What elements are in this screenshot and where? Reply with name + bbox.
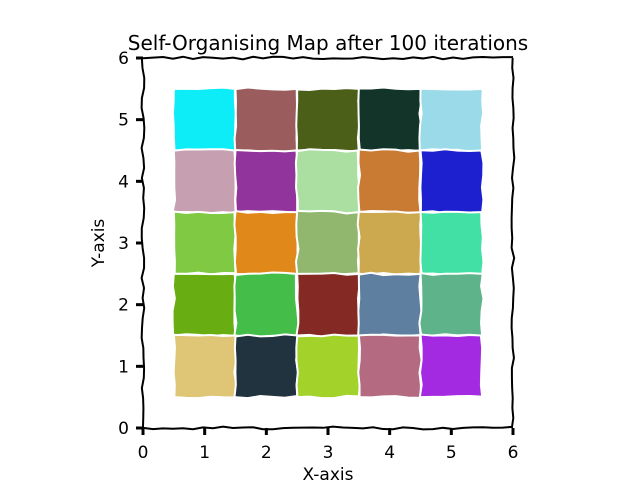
chart-title: Self-Organising Map after 100 iterations (128, 31, 528, 55)
x-tick-label: 3 (323, 443, 334, 463)
som-cell (233, 148, 299, 214)
som-cell (418, 271, 485, 338)
som-cell (357, 86, 423, 153)
y-tick-label: 3 (118, 234, 129, 254)
x-tick-label: 5 (446, 443, 457, 463)
y-tick-label: 2 (118, 296, 129, 316)
som-cell (294, 148, 361, 215)
y-ticks: 0 1 2 3 4 5 6 (118, 49, 143, 439)
som-cell (294, 209, 360, 276)
plot-frame (140, 55, 516, 431)
y-axis: 0 1 2 3 4 5 6 Y-axis (89, 49, 143, 439)
som-cell (295, 272, 361, 338)
x-axis: 0 1 2 3 4 5 6 X-axis (138, 428, 519, 480)
x-tick-label: 2 (261, 443, 272, 463)
x-tick-label: 6 (508, 443, 519, 463)
x-tick-label: 4 (384, 443, 395, 463)
som-cell (233, 86, 299, 153)
cells-layer (171, 86, 485, 400)
som-cell (356, 210, 423, 276)
som-cell (357, 333, 423, 399)
som-cell (418, 87, 485, 153)
som-cell (171, 272, 237, 338)
som-cell (233, 209, 300, 277)
som-cell (172, 210, 237, 276)
y-axis-label: Y-axis (89, 219, 109, 269)
som-cell (419, 210, 485, 276)
som-cell (419, 148, 485, 215)
som-cell (233, 271, 300, 338)
som-cell (172, 333, 238, 400)
y-tick-label: 5 (118, 111, 129, 131)
y-tick-label: 0 (118, 419, 129, 439)
som-cell (357, 271, 423, 338)
plot-area (140, 55, 516, 431)
som-cell (171, 86, 237, 153)
som-cell (233, 333, 300, 400)
y-tick-label: 6 (118, 49, 129, 69)
y-tick-label: 1 (118, 357, 129, 377)
som-cell (418, 333, 484, 399)
som-cell (295, 87, 361, 153)
x-ticks: 0 1 2 3 4 5 6 (138, 428, 519, 463)
x-tick-label: 1 (199, 443, 210, 463)
y-tick-label: 4 (118, 172, 129, 192)
som-cell (171, 148, 237, 215)
x-axis-label: X-axis (303, 465, 354, 480)
som-cell (357, 148, 422, 214)
x-tick-label: 0 (138, 443, 149, 463)
som-cell (295, 333, 361, 400)
